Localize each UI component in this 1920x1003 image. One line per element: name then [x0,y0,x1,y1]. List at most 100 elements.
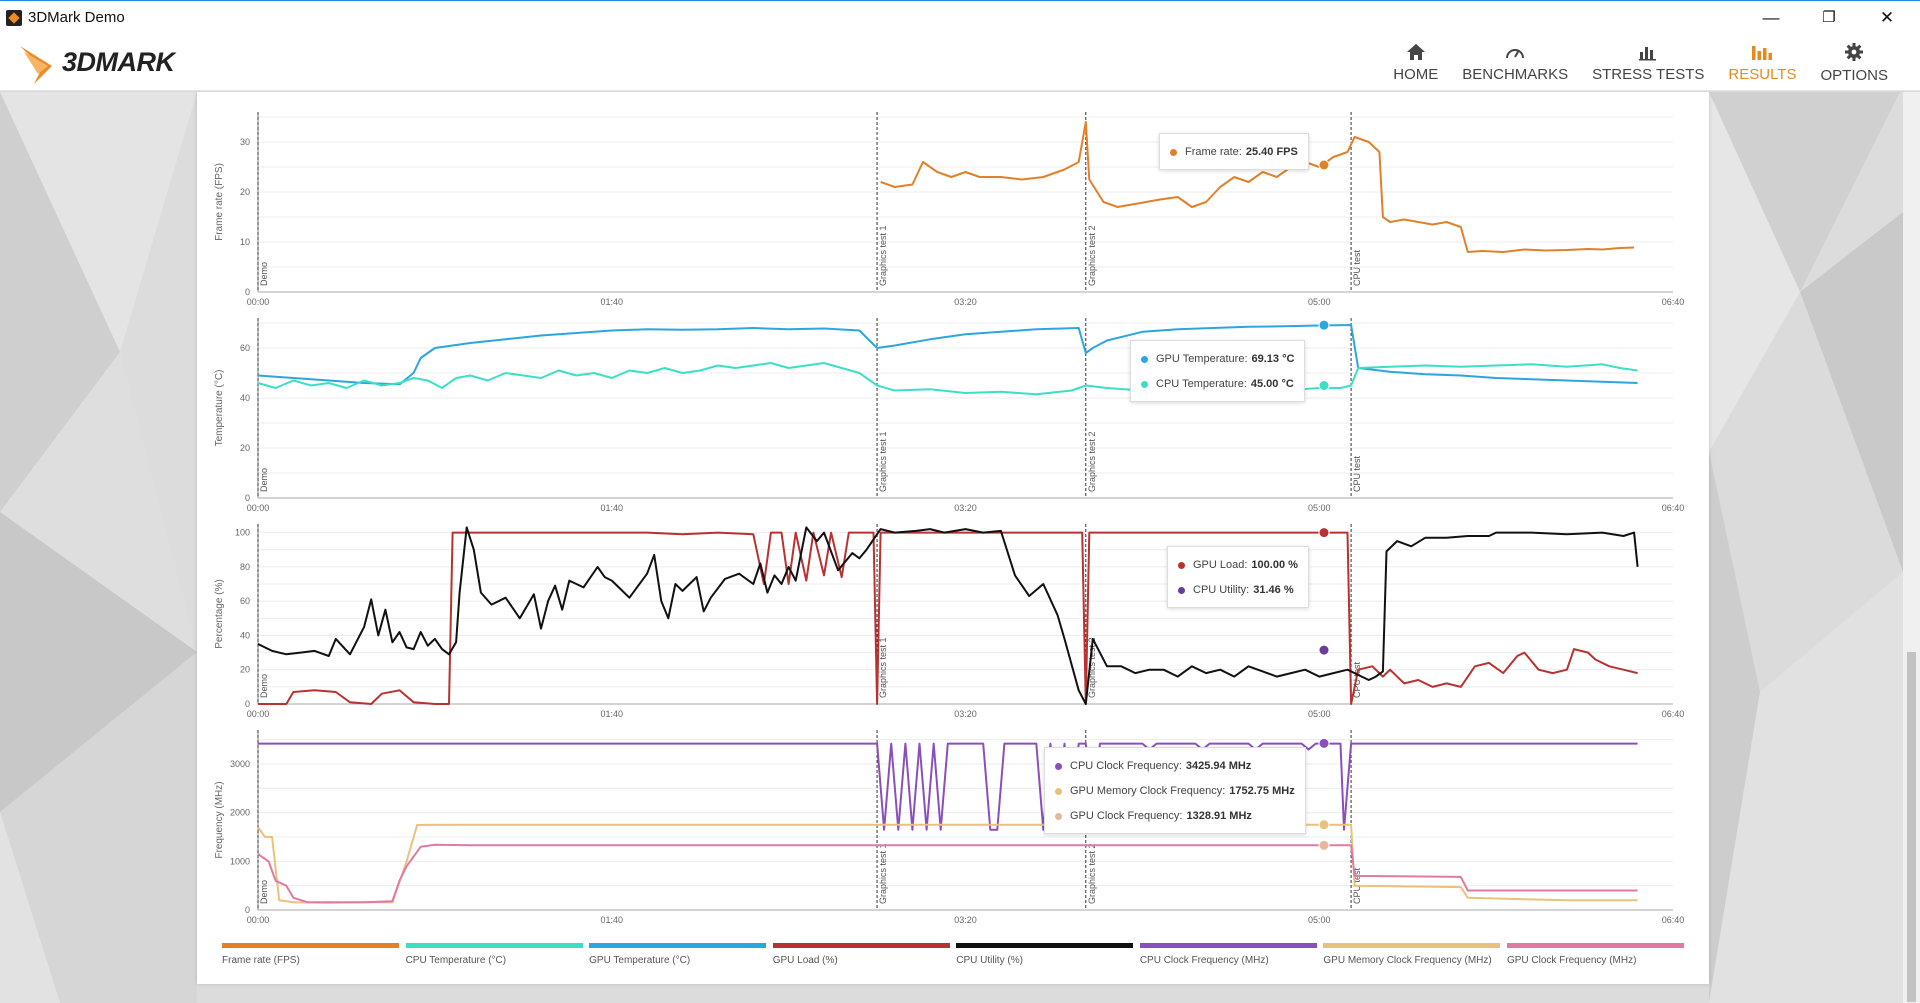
y-tick-label: 0 [245,905,250,915]
x-tick-label: 03:20 [954,709,977,719]
chart-4: 0 1000 2000 3000 00:00 01:40 03:20 05:00 06:40 Fr… [214,730,1684,925]
x-tick-label: 00:00 [247,709,270,719]
hover-point [1318,527,1330,539]
legend-item[interactable]: CPU Clock Frequency (MHz) [1139,943,1317,966]
legend-swatch [1139,943,1317,948]
y-tick-label: 40 [240,393,250,403]
y-tick-label: 20 [240,443,250,453]
series-line [257,823,1638,904]
tooltip-value: 1752.75 MHz [1229,785,1295,797]
legend-swatch [405,943,583,948]
test-marker-label: Graphics test 1 [878,637,888,698]
test-marker-label: Graphics test 1 [878,843,888,904]
legend-dot [1178,587,1185,594]
nav-stress-tests-label: STRESS TESTS [1592,65,1705,83]
y-tick-label: 0 [245,493,250,503]
nav-options[interactable]: OPTIONS [1808,34,1900,91]
x-tick-label: 01:40 [600,915,623,925]
tooltip-value: 25.40 FPS [1245,146,1298,158]
x-tick-label: 06:40 [1662,915,1685,925]
y-tick-label: 20 [240,665,250,675]
scrollbar-thumb[interactable] [1907,652,1916,1002]
legend-item[interactable]: Frame rate (FPS) [222,943,399,966]
nav-stress-tests[interactable]: STRESS TESTS [1580,34,1716,91]
bar-chart-icon [1639,46,1657,60]
series-line [257,843,1638,904]
logo-wordmark: 3DMARK [62,47,175,77]
legend-swatch [222,943,399,948]
test-marker-label: Graphics test 2 [1087,225,1097,286]
results-content: 0 10 20 30 00:00 01:40 03:20 05:00 06:40 Frame ra… [0,92,1920,1003]
legend-swatch [956,943,1134,948]
tooltip-row: CPU Temperature: 45.00 °C [1141,372,1294,397]
restore-button[interactable]: ❐ [1822,9,1836,26]
vertical-scrollbar[interactable] [1903,92,1920,1003]
home-icon [1406,43,1425,60]
legend-dot [1170,149,1177,156]
series-line [258,531,1638,705]
tooltip-label: CPU Temperature: [1156,378,1247,390]
nav-results-label: RESULTS [1728,65,1797,83]
y-tick-label: 20 [240,187,250,197]
legend-label: CPU Temperature (°C) [405,955,507,966]
speedometer-icon [1506,48,1525,58]
legend-label: GPU Clock Frequency (MHz) [1506,955,1637,966]
nav-benchmarks-label: BENCHMARKS [1462,65,1569,83]
x-tick-label: 01:40 [600,297,623,307]
tooltip-label: CPU Clock Frequency: [1070,760,1182,772]
chart-legend: Frame rate (FPS) CPU Temperature (°C) GPU … [222,943,1684,966]
tooltip-label: CPU Utility: [1193,584,1250,596]
nav-results[interactable]: RESULTS [1716,34,1808,91]
window-titlebar: 3DMark Demo — ❐ ✕ [0,0,1920,34]
series-line [880,121,1635,253]
legend-item[interactable]: GPU Clock Frequency (MHz) [1506,943,1684,966]
close-button[interactable]: ✕ [1879,8,1895,27]
test-marker-label: Graphics test 2 [1087,431,1097,492]
legend-item[interactable]: GPU Temperature (°C) [589,943,767,966]
legend-swatch [772,943,950,948]
tooltip-row: Frame rate: 25.40 FPS [1170,140,1298,165]
y-tick-label: 3000 [230,759,250,769]
x-tick-label: 05:00 [1308,915,1331,925]
chart-2: 0 20 40 60 00:00 01:40 03:20 05:00 06:40 Temperat… [214,318,1684,513]
x-tick-label: 05:00 [1308,297,1331,307]
x-tick-label: 03:20 [954,297,977,307]
minimize-button[interactable]: — [1762,8,1780,27]
nav-benchmarks[interactable]: BENCHMARKS [1450,34,1580,91]
test-marker-label: Graphics test 2 [1087,637,1097,698]
legend-label: CPU Clock Frequency (MHz) [1139,955,1269,966]
load-tooltip: GPU Load: 100.00 % CPU Utility: 31.46 % [1167,546,1309,608]
test-marker-label: Graphics test 1 [878,225,888,286]
hover-point [1318,380,1330,391]
window-title: 3DMark Demo [28,9,125,26]
y-tick-label: 30 [240,137,250,147]
monitoring-charts[interactable]: 0 10 20 30 00:00 01:40 03:20 05:00 06:40 Frame ra… [0,92,1903,1003]
hover-point [1318,737,1330,749]
legend-item[interactable]: CPU Temperature (°C) [405,943,583,966]
tooltip-label: Frame rate: [1185,146,1242,158]
tooltip-label: GPU Clock Frequency: [1070,810,1183,822]
series-line [257,526,1639,705]
tooltip-label: GPU Load: [1193,559,1248,571]
nav-home[interactable]: HOME [1381,34,1450,91]
3dmark-swoosh-icon [20,46,52,84]
legend-item[interactable]: GPU Load (%) [772,943,950,966]
legend-item[interactable]: CPU Utility (%) [956,943,1134,966]
legend-label: CPU Utility (%) [956,955,1023,966]
legend-swatch [1323,943,1501,948]
y-tick-label: 60 [240,596,250,606]
legend-item[interactable]: GPU Memory Clock Frequency (MHz) [1323,943,1501,966]
series-line [257,362,1638,396]
tooltip-value: 69.13 °C [1251,353,1295,365]
3dmark-logo[interactable]: 3DMARK [18,38,228,88]
tooltip-label: GPU Memory Clock Frequency: [1070,785,1226,797]
tooltip-value: 3425.94 MHz [1185,760,1252,772]
tooltip-value: 100.00 % [1251,559,1298,571]
x-tick-label: 03:20 [954,503,977,513]
test-marker-label: Demo [259,468,269,492]
x-tick-label: 06:40 [1662,297,1685,307]
frequency-tooltip: CPU Clock Frequency: 3425.94 MHz GPU Memo… [1044,747,1306,834]
hover-point [1318,159,1330,171]
x-tick-label: 00:00 [247,503,270,513]
x-tick-label: 01:40 [600,709,623,719]
